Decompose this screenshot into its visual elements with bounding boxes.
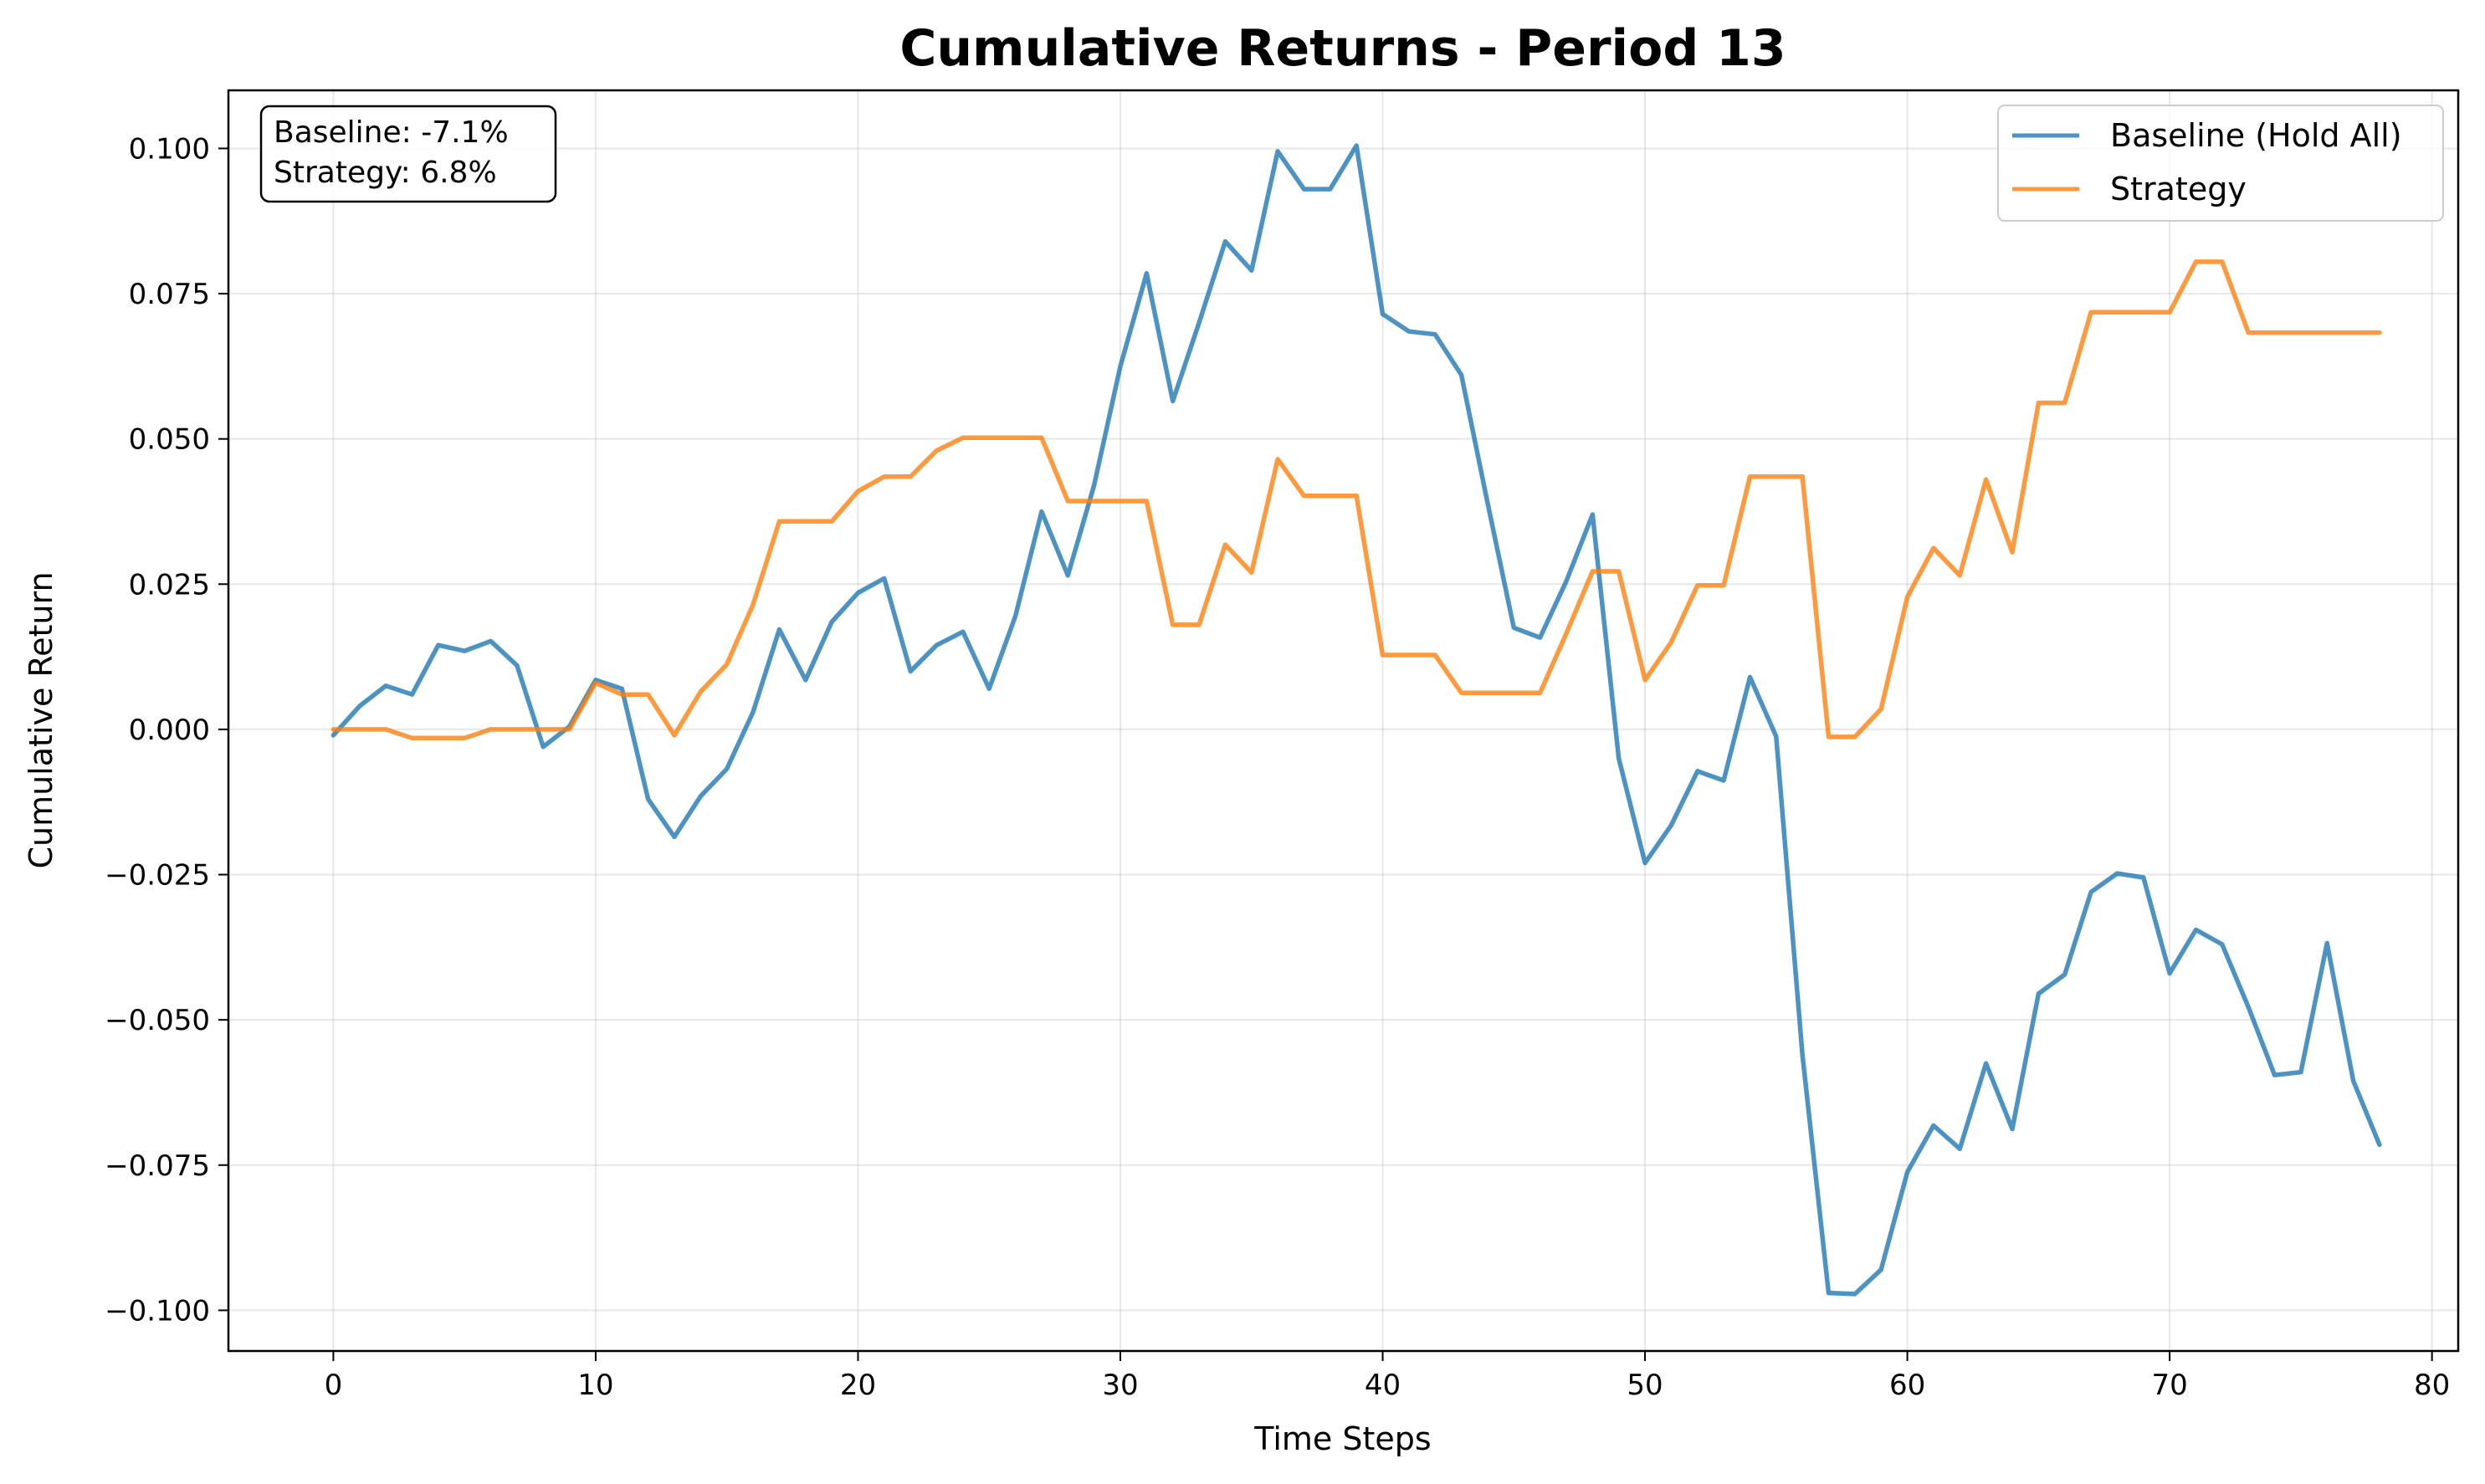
y-axis-ticks: −0.100 −0.075 −0.050 −0.025 0.000 0.025 0.050 0… [105,132,228,1328]
x-tick-label: 20 [840,1369,876,1402]
strategy-series-line [330,259,2382,741]
y-tick-label: 0.025 [129,568,210,601]
y-tick-label: 0.000 [129,714,210,747]
legend-box [1997,105,2444,222]
grid [228,90,2458,1351]
legend-label-baseline: Baseline (Hold All) [2110,117,2402,154]
x-tick-label: 80 [2414,1369,2450,1402]
x-axis-label: Time Steps [1253,1420,1431,1457]
chart-title: Cumulative Returns - Period 13 [899,19,1786,78]
x-axis-ticks: 0 10 20 30 40 50 60 70 80 [325,1351,2450,1402]
series-lines [330,143,2382,1297]
x-tick-label: 40 [1365,1369,1401,1402]
y-tick-label: −0.025 [105,859,210,893]
annotation-strategy: Strategy: 6.8% [274,156,497,190]
summary-annotation: Baseline: -7.1% Strategy: 6.8% [259,105,557,203]
x-tick-label: 0 [325,1369,343,1402]
x-tick-label: 70 [2151,1369,2187,1402]
y-tick-label: 0.100 [129,132,210,166]
x-tick-label: 30 [1102,1369,1138,1402]
y-tick-label: −0.050 [105,1004,210,1037]
legend-label-strategy: Strategy [2110,171,2247,207]
plot-frame [227,89,2460,1353]
x-tick-label: 50 [1627,1369,1663,1402]
y-tick-label: 0.050 [129,423,210,457]
y-tick-label: −0.100 [105,1294,210,1328]
x-tick-label: 10 [577,1369,613,1402]
x-tick-label: 60 [1889,1369,1925,1402]
annotation-baseline: Baseline: -7.1% [274,115,509,150]
legend: Baseline (Hold All) Strategy [1997,105,2444,222]
y-tick-label: −0.075 [105,1149,210,1183]
y-tick-label: 0.075 [129,278,210,311]
baseline-series-line [330,143,2382,1297]
y-axis-label: Cumulative Return [23,571,59,868]
annotation-box [259,105,557,203]
